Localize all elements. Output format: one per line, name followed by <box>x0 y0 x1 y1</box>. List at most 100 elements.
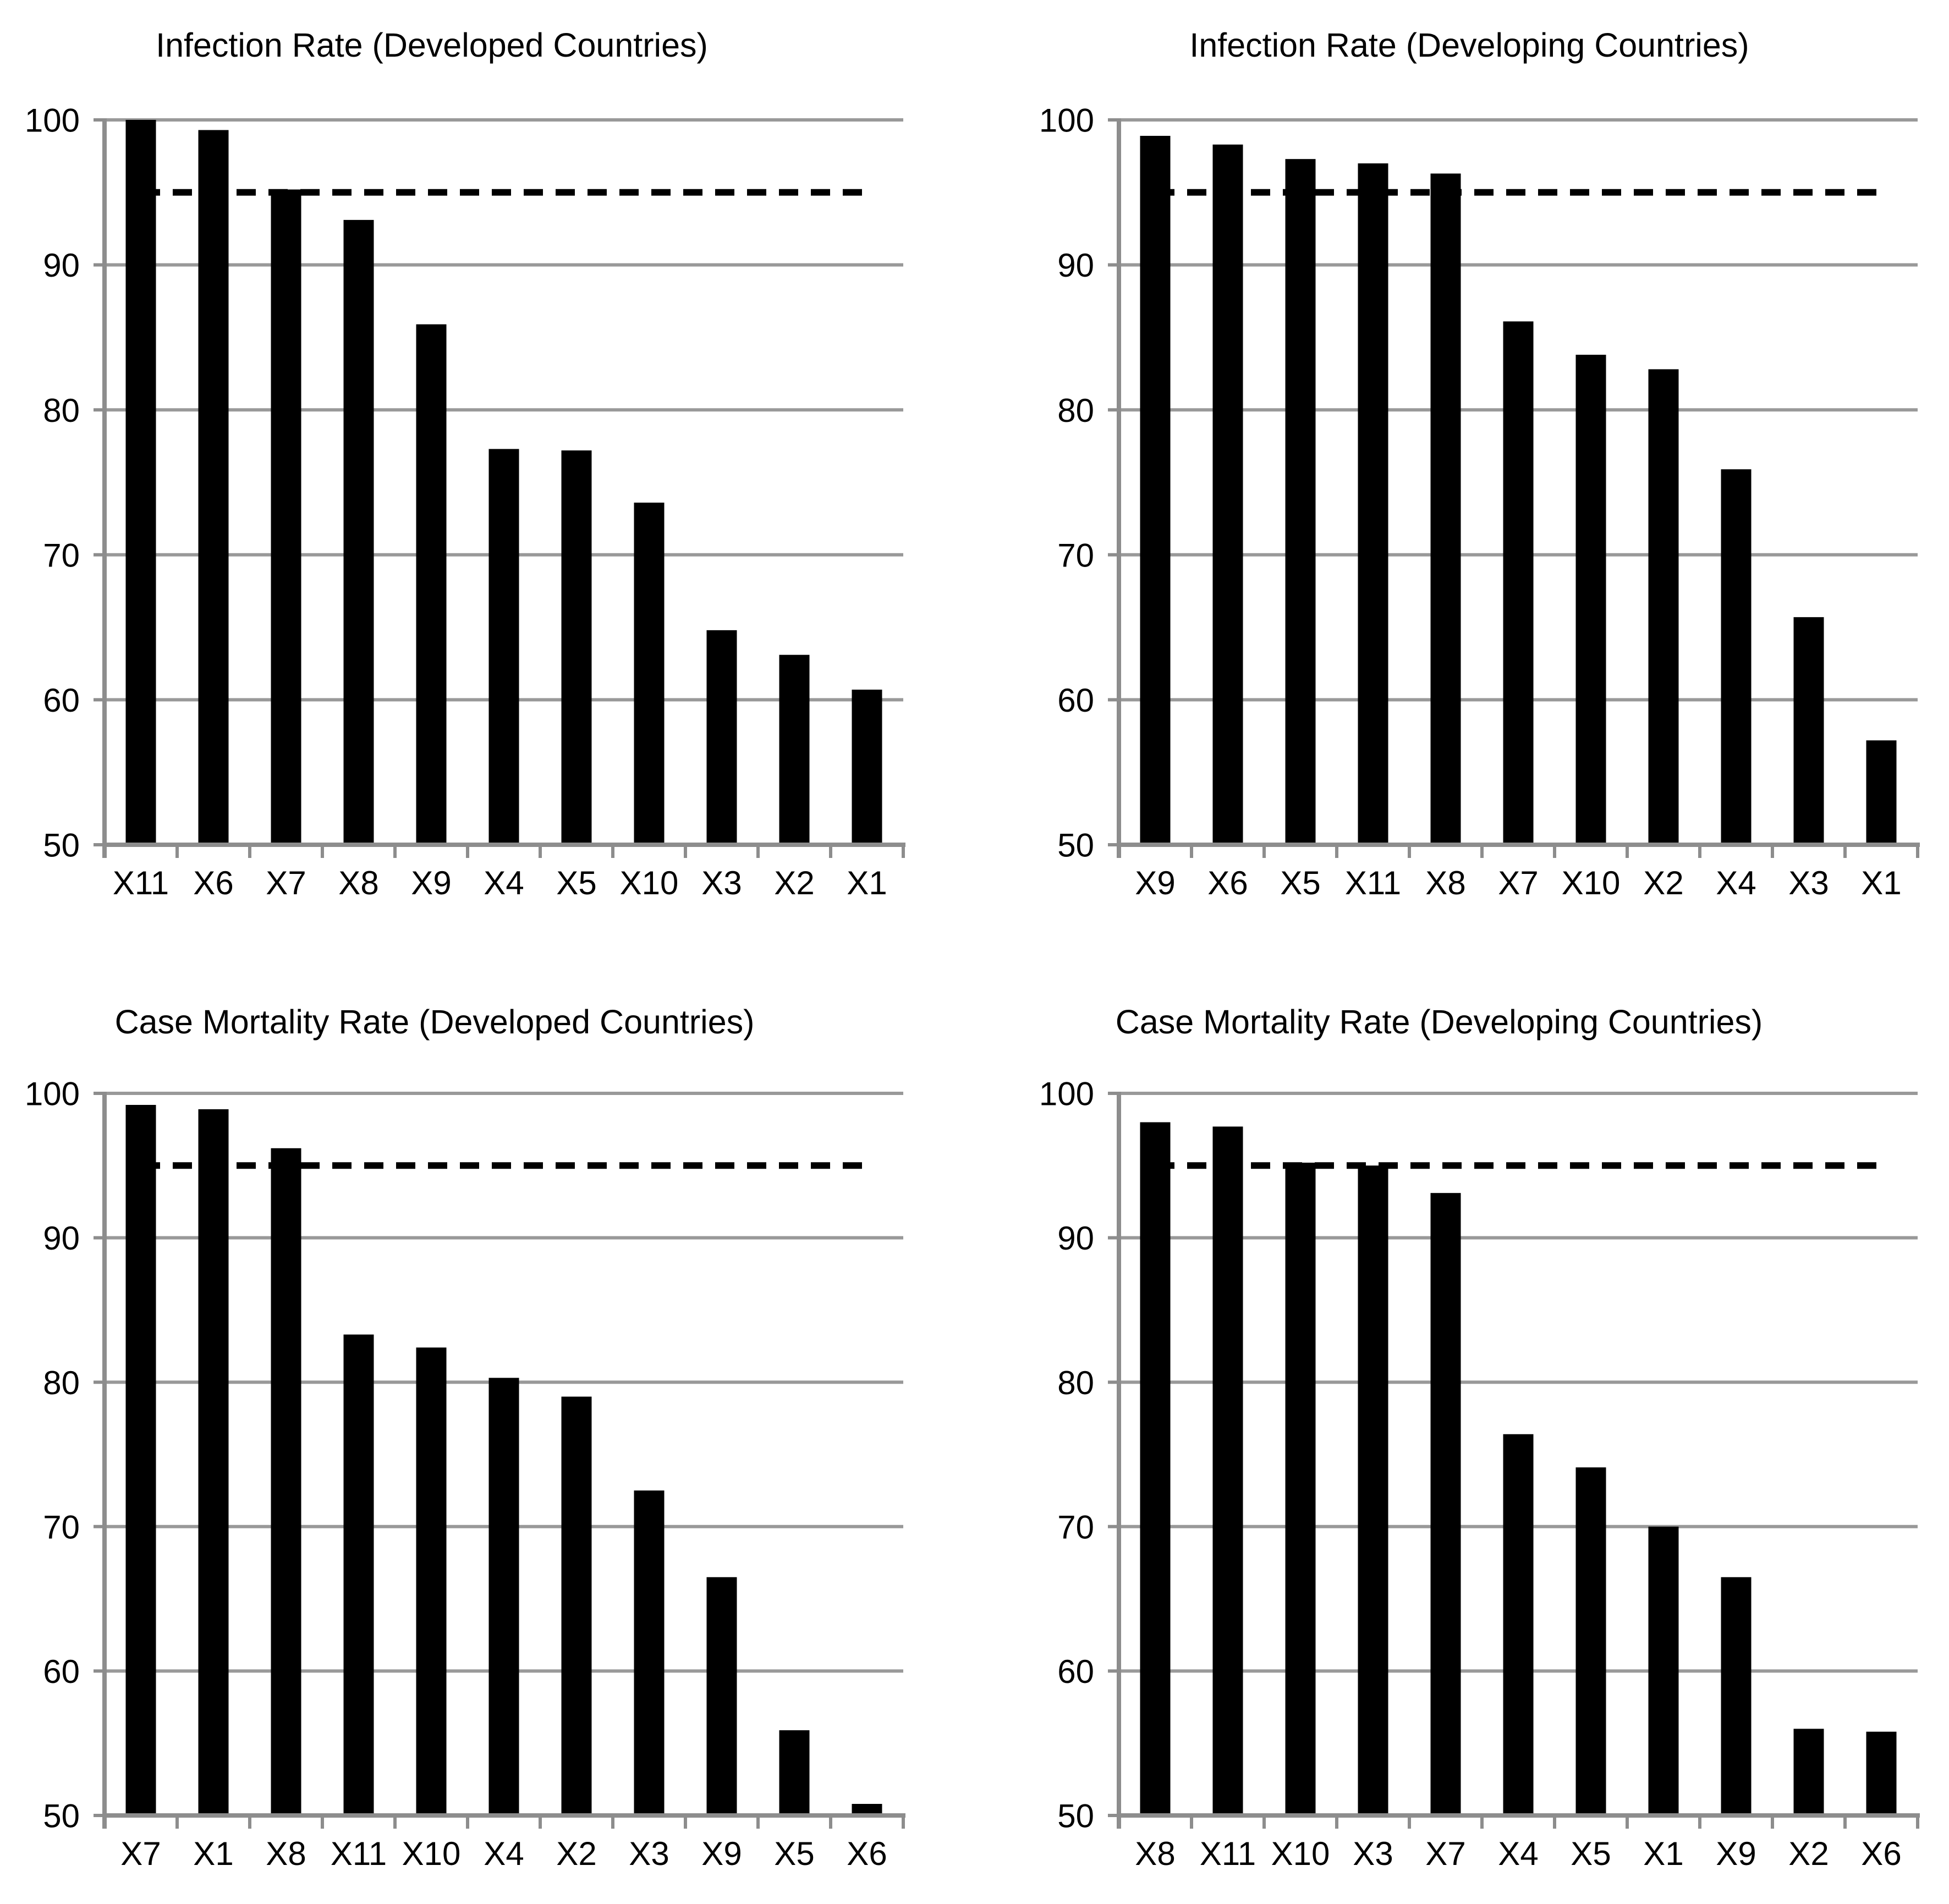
y-tick-label-70: 70 <box>1057 537 1094 574</box>
x-category-label-X7: X7 <box>1498 865 1538 901</box>
bar-X9 <box>706 1577 737 1815</box>
y-tick-label-50: 50 <box>1057 1798 1094 1835</box>
bar-X4 <box>488 449 519 845</box>
chart-title: Infection Rate (Developing Countries) <box>1189 26 1749 64</box>
y-tick-label-100: 100 <box>1039 1076 1094 1113</box>
x-category-label-X6: X6 <box>1861 1835 1901 1872</box>
chart-canvas: 50 60 70 80 90 100 X11 X6 X7 X8 X9 X4 X5 X10 X3 X2 X1 Inf… <box>25 26 905 901</box>
bar-X8 <box>1140 1122 1171 1815</box>
x-category-label-X11: X11 <box>1200 1835 1256 1872</box>
bar-X6 <box>1866 1731 1897 1815</box>
x-category-label-X9: X9 <box>1135 865 1175 901</box>
x-category-label-X8: X8 <box>338 865 378 901</box>
bar-X8 <box>271 1148 301 1815</box>
bar-X3 <box>1793 617 1824 845</box>
bar-X9 <box>416 324 447 845</box>
y-tick-label-100: 100 <box>1039 102 1094 139</box>
y-tick-label-90: 90 <box>43 247 80 284</box>
bar-X3 <box>1358 1165 1388 1815</box>
x-category-label-X1: X1 <box>847 865 887 901</box>
y-tick-label-100: 100 <box>25 1076 80 1113</box>
x-category-label-X3: X3 <box>1788 865 1829 901</box>
bar-X1 <box>1866 740 1897 845</box>
x-category-label-X8: X8 <box>1135 1835 1175 1872</box>
x-category-label-X10: X10 <box>1271 1835 1330 1872</box>
x-category-label-X9: X9 <box>411 865 451 901</box>
y-tick-label-90: 90 <box>1057 247 1094 284</box>
x-category-label-X2: X2 <box>556 1835 596 1872</box>
x-category-label-X2: X2 <box>1788 1835 1829 1872</box>
bar-X1 <box>198 1109 229 1815</box>
chart-canvas: 50 60 70 80 90 100 X8 X11 X10 X3 X7 X4 X5 X1 X9 X2 X6 Cas… <box>1039 1003 1920 1872</box>
chart-title: Case Mortality Rate (Developing Countrie… <box>1116 1003 1763 1041</box>
bar-X10 <box>634 502 665 845</box>
bar-X5 <box>561 450 592 845</box>
chart-title: Infection Rate (Developed Countries) <box>156 26 708 64</box>
bar-X11 <box>125 120 156 845</box>
y-tick-label-60: 60 <box>1057 1653 1094 1690</box>
bar-X2 <box>1648 369 1679 845</box>
chart-title: Case Mortality Rate (Developed Countries… <box>115 1003 755 1041</box>
bar-X2 <box>1793 1729 1824 1815</box>
x-category-label-X11: X11 <box>1345 865 1401 901</box>
y-tick-label-70: 70 <box>43 1509 80 1545</box>
x-category-label-X4: X4 <box>1716 865 1756 901</box>
bar-X3 <box>634 1490 665 1815</box>
bar-X5 <box>779 1730 810 1815</box>
x-category-label-X4: X4 <box>484 865 524 901</box>
chart-infection-rate-developed: 50 60 70 80 90 100 X11 X6 X7 X8 X9 X4 X5 X10 X3 X2 X1 Inf… <box>0 0 975 952</box>
bar-X6 <box>198 130 229 845</box>
chart-infection-rate-developing: 50 60 70 80 90 100 X9 X6 X5 X11 X8 X7 X10 X2 X4 X3 X1 Inf… <box>974 0 1949 952</box>
x-category-label-X4: X4 <box>484 1835 524 1872</box>
bar-X2 <box>561 1396 592 1815</box>
bar-X7 <box>271 189 301 845</box>
y-tick-label-60: 60 <box>1057 682 1094 719</box>
x-category-label-X9: X9 <box>701 1835 742 1872</box>
bar-X5 <box>1285 159 1316 845</box>
bar-X2 <box>779 654 810 845</box>
bar-X5 <box>1575 1467 1606 1815</box>
y-tick-label-50: 50 <box>1057 827 1094 864</box>
y-tick-label-80: 80 <box>43 1364 80 1401</box>
bar-X9 <box>1721 1577 1752 1815</box>
x-category-label-X7: X7 <box>1425 1835 1465 1872</box>
bar-X3 <box>706 630 737 845</box>
bar-X4 <box>488 1378 519 1815</box>
chart-canvas: 50 60 70 80 90 100 X9 X6 X5 X11 X8 X7 X10 X2 X4 X3 X1 Inf… <box>1039 26 1920 901</box>
x-category-label-X8: X8 <box>1425 865 1465 901</box>
bar-X8 <box>1430 173 1461 845</box>
bar-X6 <box>852 1803 882 1815</box>
x-category-label-X1: X1 <box>1861 865 1901 901</box>
y-tick-label-90: 90 <box>43 1220 80 1257</box>
bar-X1 <box>852 689 882 845</box>
bar-X11 <box>343 1334 374 1815</box>
bar-X8 <box>343 219 374 845</box>
x-category-label-X10: X10 <box>620 865 679 901</box>
x-category-label-X3: X3 <box>1353 1835 1393 1872</box>
x-category-label-X5: X5 <box>556 865 596 901</box>
y-tick-label-60: 60 <box>43 1653 80 1690</box>
x-category-label-X6: X6 <box>1207 865 1248 901</box>
x-category-label-X3: X3 <box>701 865 742 901</box>
x-category-label-X5: X5 <box>774 1835 814 1872</box>
chart-case-mortality-rate-developed: 50 60 70 80 90 100 X7 X1 X8 X11 X10 X4 X2 X3 X9 X5 X6 Cas… <box>0 952 975 1904</box>
x-category-label-X11: X11 <box>113 865 169 901</box>
x-category-label-X6: X6 <box>847 1835 887 1872</box>
x-category-label-X5: X5 <box>1280 865 1320 901</box>
bar-X11 <box>1358 163 1388 845</box>
bar-X7 <box>125 1105 156 1815</box>
bar-X9 <box>1140 135 1171 845</box>
x-category-label-X10: X10 <box>402 1835 461 1872</box>
x-category-label-X8: X8 <box>266 1835 306 1872</box>
bar-X1 <box>1648 1526 1679 1815</box>
y-tick-label-60: 60 <box>43 682 80 719</box>
bar-X10 <box>1575 355 1606 845</box>
bar-X11 <box>1212 1126 1243 1815</box>
bar-X6 <box>1212 144 1243 845</box>
x-category-label-X2: X2 <box>774 865 814 901</box>
x-category-label-X7: X7 <box>120 1835 161 1872</box>
bar-X4 <box>1721 469 1752 845</box>
bar-X7 <box>1430 1193 1461 1815</box>
